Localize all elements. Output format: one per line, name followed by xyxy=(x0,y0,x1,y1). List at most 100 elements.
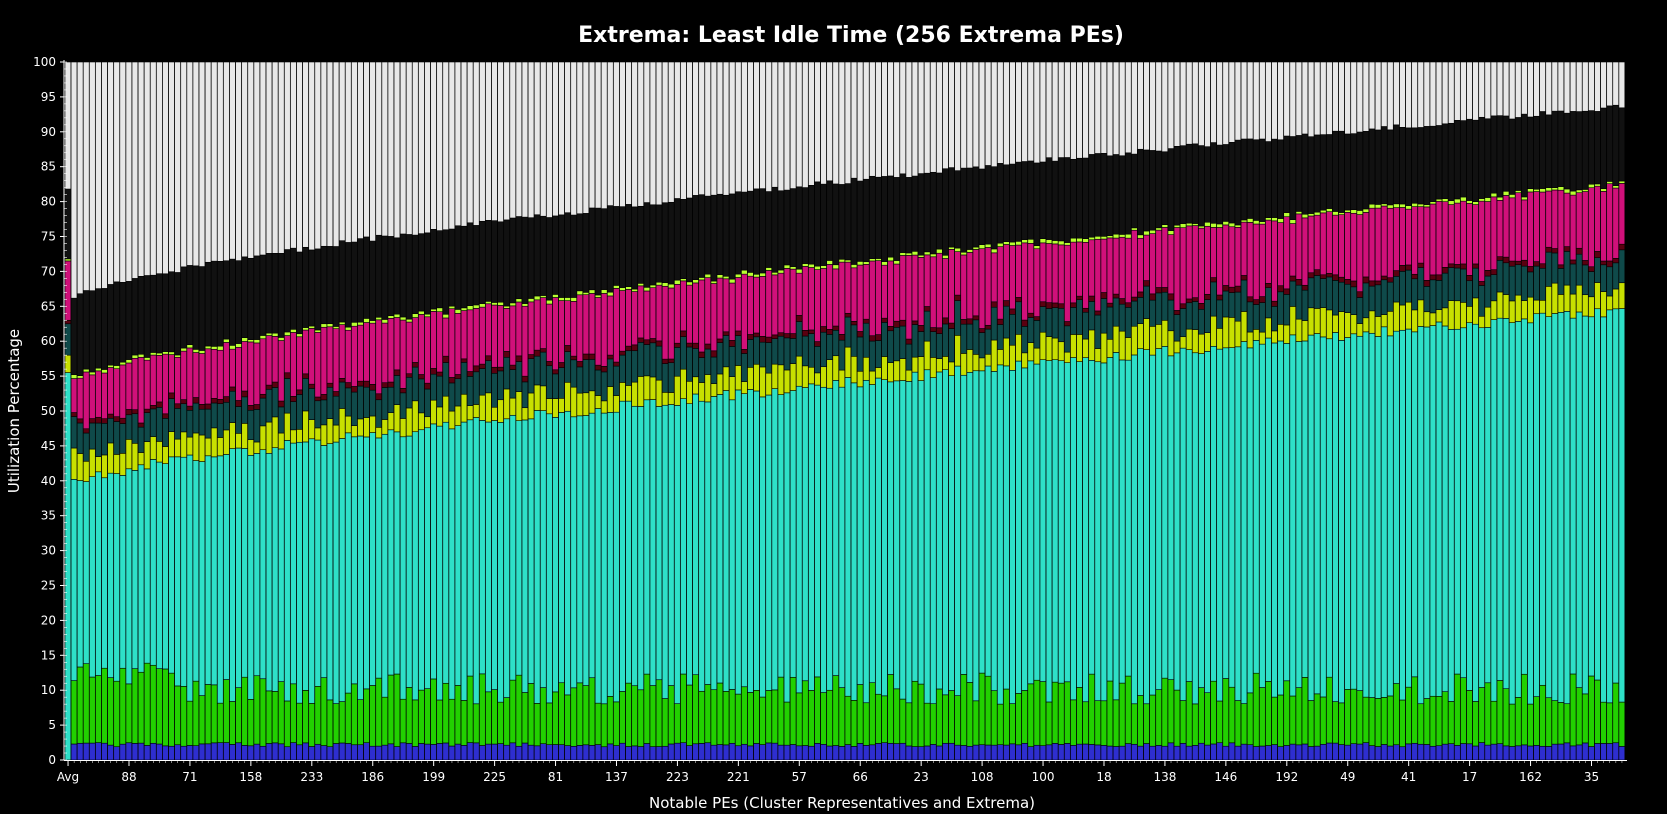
bar-194-overhead-segment xyxy=(1246,138,1254,219)
bar-217-cyan-segment xyxy=(1387,335,1394,697)
bar-221-yellow-segment xyxy=(1411,309,1418,333)
bar-153-darkred-segment xyxy=(997,318,1004,325)
bar-103-cyan-segment xyxy=(692,393,699,675)
bar-185-cyan-segment xyxy=(1192,352,1199,705)
bar-176-teal-segment xyxy=(1137,297,1144,324)
bar-50-teal-segment xyxy=(369,389,376,417)
bar-79-blue-segment xyxy=(546,744,553,761)
bar-22-blue-segment xyxy=(198,743,206,761)
bar-214-cyan-segment xyxy=(1368,332,1376,698)
bar-29 xyxy=(241,61,248,761)
bar-127-green-segment xyxy=(838,687,846,747)
bar-18-cyan-segment xyxy=(174,456,181,687)
bar-105-teal-segment xyxy=(704,348,712,375)
bar-105-magenta-segment xyxy=(704,277,712,345)
bar-178-yellow-segment xyxy=(1149,326,1156,356)
bar-186-cyan-segment xyxy=(1198,353,1205,688)
bar-116-cyan-segment xyxy=(771,388,779,691)
bar-214-overhead-segment xyxy=(1368,128,1376,205)
bar-72-idle-segment xyxy=(503,61,510,221)
bar-191-idle-segment xyxy=(1228,61,1236,143)
x-tick-label-23: 17 xyxy=(1462,770,1477,784)
bar-71 xyxy=(497,61,504,761)
bar-11-blue-segment xyxy=(131,743,139,761)
bar-247-yellow-segment xyxy=(1569,293,1577,319)
bar-22-overhead-segment xyxy=(198,266,206,351)
bar-73-overhead-segment xyxy=(509,217,517,304)
bar-202-green-segment xyxy=(1295,687,1303,746)
bar-82-blue-segment xyxy=(564,745,571,761)
bar-30-idle-segment xyxy=(247,61,254,259)
bar-193-cyan-segment xyxy=(1240,341,1248,704)
bar-225-lime-segment xyxy=(1435,198,1443,202)
bar-152-overhead-segment xyxy=(990,166,998,250)
bar-28-yellow-segment xyxy=(235,433,242,449)
bar-196-darkred-segment xyxy=(1259,296,1266,303)
bar-249-magenta-segment xyxy=(1582,191,1589,261)
bar-121-teal-segment xyxy=(802,335,809,367)
bar-50-idle-segment xyxy=(369,61,376,242)
bar-187-magenta-segment xyxy=(1204,225,1211,295)
bar-112-darkred-segment xyxy=(747,334,754,340)
bar-80-magenta-segment xyxy=(552,297,559,371)
bar-12-idle-segment xyxy=(137,61,145,277)
bar-142-magenta-segment xyxy=(930,256,937,328)
bar-83-yellow-segment xyxy=(570,386,577,418)
bar-184-overhead-segment xyxy=(1185,143,1193,224)
bar-252-overhead-segment xyxy=(1600,107,1607,190)
bar-232-idle-segment xyxy=(1478,61,1485,118)
bar-157-teal-segment xyxy=(1021,326,1028,354)
bar-139-cyan-segment xyxy=(911,371,919,682)
bar-74-blue-segment xyxy=(515,745,523,761)
bar-193 xyxy=(1240,61,1248,761)
bar-48-green-segment xyxy=(357,699,364,746)
bar-69-idle-segment xyxy=(485,61,492,221)
bar-193-darkred-segment xyxy=(1240,275,1248,281)
bar-152-teal-segment xyxy=(990,306,998,341)
bar-96-green-segment xyxy=(649,685,657,747)
bar-117-lime-segment xyxy=(777,269,785,274)
bar-116 xyxy=(771,61,779,761)
bar-250-blue-segment xyxy=(1588,746,1595,761)
bar-191-blue-segment xyxy=(1228,742,1236,761)
bar-57-teal-segment xyxy=(412,366,419,402)
bar-183-idle-segment xyxy=(1179,61,1187,146)
bar-18-overhead-segment xyxy=(174,272,181,356)
bar-43-idle-segment xyxy=(326,61,334,247)
bar-252-magenta-segment xyxy=(1600,191,1607,262)
bar-214-yellow-segment xyxy=(1368,310,1376,334)
bar-78-green-segment xyxy=(540,687,547,744)
bar-203-teal-segment xyxy=(1301,289,1309,321)
bar-88-cyan-segment xyxy=(600,412,608,705)
bar-155-blue-segment xyxy=(1009,743,1016,761)
bar-28-idle-segment xyxy=(235,61,242,261)
bar-104-yellow-segment xyxy=(698,382,705,402)
bar-102-blue-segment xyxy=(686,745,693,761)
bar-236 xyxy=(1502,61,1510,761)
bar-69-green-segment xyxy=(485,691,492,745)
bar-103-yellow-segment xyxy=(692,376,699,395)
bar-24-green-segment xyxy=(210,684,218,744)
bar-0-yellow-segment xyxy=(64,354,72,373)
bar-158-idle-segment xyxy=(1027,61,1035,162)
bar-57-darkred-segment xyxy=(412,362,419,368)
bar-243 xyxy=(1545,61,1552,761)
bar-234-darkred-segment xyxy=(1490,269,1498,275)
bar-215-cyan-segment xyxy=(1374,336,1382,699)
bar-254-cyan-segment xyxy=(1612,308,1620,684)
bar-97-magenta-segment xyxy=(655,284,663,342)
bar-236-green-segment xyxy=(1502,688,1510,747)
bar-117-darkred-segment xyxy=(777,332,785,337)
bar-118-darkred-segment xyxy=(783,333,791,339)
bar-129-green-segment xyxy=(850,700,858,747)
bar-186-darkred-segment xyxy=(1198,303,1205,310)
bar-146-cyan-segment xyxy=(954,365,961,696)
bar-20-darkred-segment xyxy=(186,405,194,411)
bar-189-overhead-segment xyxy=(1216,144,1223,225)
bar-15-idle-segment xyxy=(156,61,163,274)
bar-86-overhead-segment xyxy=(588,207,596,291)
bar-49-overhead-segment xyxy=(363,236,370,319)
bar-251-teal-segment xyxy=(1594,257,1601,283)
bar-170-cyan-segment xyxy=(1100,362,1108,702)
bar-203-overhead-segment xyxy=(1301,133,1309,215)
